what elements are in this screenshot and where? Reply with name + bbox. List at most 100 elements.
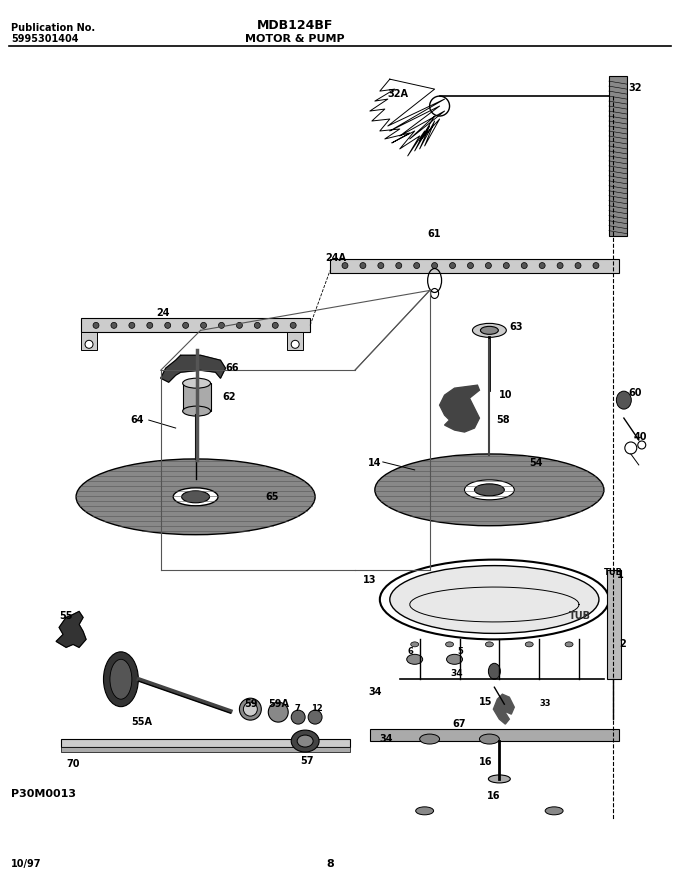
Ellipse shape	[297, 735, 313, 747]
Ellipse shape	[291, 710, 305, 724]
Bar	[183, 383, 211, 411]
Text: 64: 64	[131, 415, 144, 425]
Text: 59A: 59A	[269, 699, 289, 709]
Ellipse shape	[182, 491, 209, 503]
Ellipse shape	[239, 699, 261, 720]
Ellipse shape	[420, 734, 439, 744]
Ellipse shape	[464, 480, 514, 500]
Ellipse shape	[479, 734, 499, 744]
Ellipse shape	[291, 340, 299, 348]
Ellipse shape	[411, 642, 419, 647]
Bar	[370, 729, 619, 741]
Polygon shape	[494, 694, 514, 724]
Circle shape	[486, 263, 492, 268]
Circle shape	[396, 263, 402, 268]
Ellipse shape	[481, 326, 498, 334]
Circle shape	[449, 263, 456, 268]
Bar	[287, 333, 303, 350]
Text: 65: 65	[265, 492, 279, 502]
Text: 5995301404: 5995301404	[12, 34, 79, 44]
Bar	[607, 570, 621, 679]
Ellipse shape	[269, 702, 288, 722]
Circle shape	[575, 263, 581, 268]
Text: 70: 70	[66, 759, 80, 769]
Ellipse shape	[565, 642, 573, 647]
Circle shape	[129, 323, 135, 328]
Circle shape	[147, 323, 153, 328]
Bar	[61, 747, 350, 752]
Text: 16: 16	[479, 757, 493, 767]
Ellipse shape	[415, 807, 434, 815]
Ellipse shape	[291, 730, 319, 752]
Circle shape	[522, 263, 527, 268]
Text: MDB124BF: MDB124BF	[257, 19, 333, 33]
Ellipse shape	[616, 391, 631, 409]
Text: 32: 32	[629, 83, 643, 93]
Circle shape	[432, 263, 438, 268]
Ellipse shape	[183, 378, 211, 388]
Text: 14: 14	[368, 458, 381, 468]
Polygon shape	[160, 355, 226, 382]
Ellipse shape	[243, 702, 257, 716]
Text: 63: 63	[509, 323, 523, 333]
Ellipse shape	[525, 642, 533, 647]
Circle shape	[378, 263, 384, 268]
Circle shape	[201, 323, 207, 328]
Circle shape	[111, 323, 117, 328]
Circle shape	[183, 323, 188, 328]
Circle shape	[593, 263, 599, 268]
Circle shape	[272, 323, 278, 328]
Text: 34: 34	[451, 669, 463, 678]
Text: 2: 2	[619, 639, 626, 649]
Bar	[81, 318, 310, 333]
Text: 61: 61	[428, 228, 441, 239]
Text: 1: 1	[617, 570, 624, 579]
Text: 55A: 55A	[131, 717, 152, 727]
Text: 8: 8	[326, 859, 334, 869]
Text: 55: 55	[59, 611, 73, 622]
Ellipse shape	[488, 775, 510, 783]
Ellipse shape	[375, 454, 604, 526]
Text: 33: 33	[539, 699, 551, 708]
Text: 10: 10	[499, 390, 513, 400]
Bar	[330, 258, 619, 273]
Bar	[61, 739, 350, 747]
Circle shape	[503, 263, 509, 268]
Text: 54: 54	[529, 458, 543, 468]
Ellipse shape	[407, 654, 423, 664]
Text: 5: 5	[458, 647, 463, 656]
Text: P30M0013: P30M0013	[12, 789, 76, 799]
Text: 60: 60	[629, 388, 643, 398]
Ellipse shape	[85, 340, 93, 348]
Circle shape	[413, 263, 420, 268]
Circle shape	[254, 323, 260, 328]
Text: TUB: TUB	[569, 611, 591, 622]
Circle shape	[290, 323, 296, 328]
Ellipse shape	[103, 652, 138, 706]
Bar	[81, 333, 97, 350]
Text: 40: 40	[634, 432, 647, 442]
Ellipse shape	[447, 654, 462, 664]
Ellipse shape	[76, 459, 315, 534]
Polygon shape	[439, 385, 479, 432]
Ellipse shape	[486, 642, 494, 647]
Text: 57: 57	[300, 756, 313, 766]
Text: Publication No.: Publication No.	[12, 23, 95, 34]
Text: 10/97: 10/97	[12, 859, 42, 869]
Text: MOTOR & PUMP: MOTOR & PUMP	[245, 34, 345, 44]
Text: 62: 62	[222, 392, 236, 402]
Circle shape	[360, 263, 366, 268]
Text: TUB: TUB	[604, 568, 623, 577]
Text: 15: 15	[479, 697, 493, 707]
Text: 7: 7	[294, 704, 300, 714]
Ellipse shape	[390, 565, 599, 633]
Text: 6: 6	[408, 647, 413, 656]
Text: 24A: 24A	[325, 252, 346, 263]
Text: 67: 67	[452, 719, 466, 729]
Circle shape	[557, 263, 563, 268]
Ellipse shape	[445, 642, 454, 647]
Circle shape	[165, 323, 171, 328]
Ellipse shape	[110, 660, 132, 699]
Text: 58: 58	[496, 415, 510, 425]
Circle shape	[93, 323, 99, 328]
